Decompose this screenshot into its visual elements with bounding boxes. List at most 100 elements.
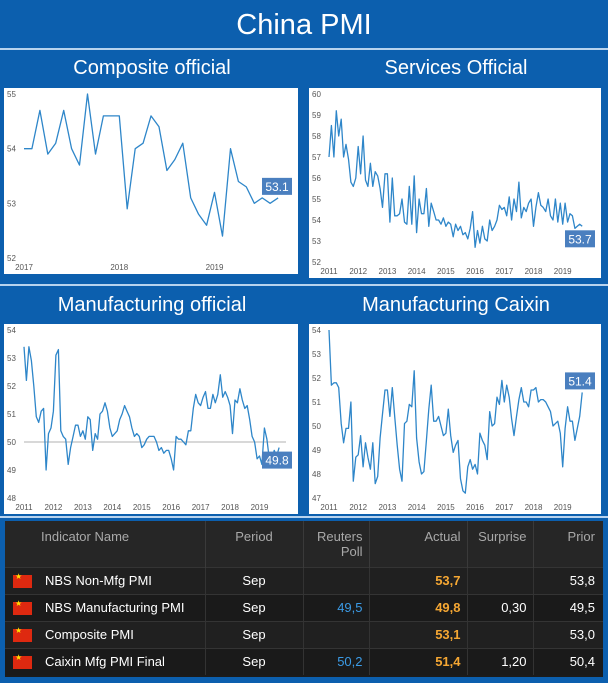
- manufacturing-chart-svg: 48 49 50 51 52 53 54 2011 2012 2013 2014 2015 2016 20…: [7, 326, 292, 512]
- x-tick-label: 2015: [133, 503, 151, 512]
- x-tick-label: 2019: [251, 503, 269, 512]
- x-tick-label: 2019: [554, 267, 572, 276]
- x-tick-label: 2018: [525, 267, 543, 276]
- y-tick-label: 59: [312, 111, 321, 120]
- x-tick-label: 2014: [103, 503, 121, 512]
- header-reuters-poll-line2: Poll: [340, 544, 363, 559]
- row-actual: 49,8: [368, 594, 467, 621]
- series-line: [23, 346, 280, 471]
- y-tick-label: 55: [7, 90, 16, 99]
- row-actual: 53,7: [368, 567, 467, 594]
- table-row[interactable]: Caixin Mfg PMI Final Sep 50,2 51,4 1,20 …: [5, 648, 603, 675]
- pmi-table-grid: Indicator Name Period Reuters Poll Actua…: [5, 521, 603, 675]
- last-value-badge: 53.7: [565, 230, 595, 248]
- y-tick-label: 50: [7, 438, 16, 447]
- row-actual: 51,4: [368, 648, 467, 675]
- row-surprise: 1,20: [466, 648, 533, 675]
- last-value-badge-bg: [262, 451, 292, 469]
- services-chart: 52 53 54 55 56 57 58 59 60 2011 2012 2013 2014 2015 20…: [309, 88, 601, 278]
- header-indicator-name[interactable]: Indicator Name: [41, 529, 130, 544]
- china-flag-icon: [13, 572, 32, 589]
- x-tick-label: 2017: [495, 267, 513, 276]
- y-tick-label: 57: [312, 153, 321, 162]
- services-chart-title: Services Official: [384, 57, 528, 79]
- x-tick-label: 2012: [349, 267, 367, 276]
- y-tick-label: 47: [312, 494, 321, 503]
- y-tick-label: 51: [312, 398, 321, 407]
- last-value-badge-bg: [565, 372, 595, 390]
- row-period: Sep: [204, 567, 303, 594]
- x-tick-label: 2015: [437, 503, 455, 512]
- table-row[interactable]: NBS Manufacturing PMI Sep 49,5 49,8 0,30…: [5, 594, 603, 621]
- y-tick-label: 49: [7, 466, 16, 475]
- last-value-label: 51.4: [568, 374, 592, 388]
- x-tick-label: 2016: [466, 503, 484, 512]
- x-tick-label: 2012: [45, 503, 63, 512]
- x-tick-label: 2016: [162, 503, 180, 512]
- y-tick-label: 52: [312, 374, 321, 383]
- x-tick-label: 2016: [466, 267, 484, 276]
- x-tick-label: 2017: [192, 503, 210, 512]
- pmi-table: Indicator Name Period Reuters Poll Actua…: [5, 521, 603, 677]
- x-tick-label: 2013: [379, 503, 397, 512]
- china-flag-icon: [13, 626, 32, 643]
- header-prior[interactable]: Prior: [532, 521, 603, 567]
- y-tick-label: 58: [312, 132, 321, 141]
- x-tick-label: 2018: [221, 503, 239, 512]
- row-period: Sep: [204, 648, 303, 675]
- lower-divider: [0, 516, 608, 518]
- series-line: [328, 110, 583, 248]
- y-tick-label: 53: [312, 237, 321, 246]
- row-prior: 50,4: [532, 648, 603, 675]
- y-tick-label: 51: [7, 410, 16, 419]
- y-tick-label: 54: [7, 326, 16, 335]
- header-actual[interactable]: Actual: [368, 521, 467, 567]
- manufacturing-chart-title: Manufacturing official: [57, 294, 247, 316]
- x-tick-label: 2017: [495, 503, 513, 512]
- china-flag-icon: [13, 599, 32, 616]
- row-reuters-poll: [302, 621, 369, 648]
- y-tick-label: 52: [312, 258, 321, 267]
- x-tick-label: 2017: [15, 263, 33, 272]
- row-surprise: [466, 567, 533, 594]
- y-tick-label: 53: [7, 354, 16, 363]
- header-surprise[interactable]: Surprise: [466, 521, 533, 567]
- y-tick-label: 52: [7, 382, 16, 391]
- last-value-badge-bg: [262, 177, 292, 195]
- row-prior: 53,0: [532, 621, 603, 648]
- caixin-chart-svg: 47 48 49 50 51 52 53 54 2011 2012 2013 2014 2015 2016…: [312, 326, 595, 512]
- y-tick-label: 56: [312, 174, 321, 183]
- y-tick-label: 53: [312, 350, 321, 359]
- table-row[interactable]: Composite PMI Sep 53,1 53,0: [5, 621, 603, 648]
- series-line: [24, 93, 279, 237]
- row-reuters-poll: 49,5: [302, 594, 369, 621]
- header-period[interactable]: Period: [204, 521, 303, 567]
- table-header-row: Indicator Name Period Reuters Poll Actua…: [5, 521, 603, 567]
- last-value-label: 53.1: [265, 180, 289, 194]
- page-title: China PMI: [236, 9, 372, 41]
- x-tick-label: 2018: [525, 503, 543, 512]
- row-prior: 53,8: [532, 567, 603, 594]
- row-surprise: [466, 621, 533, 648]
- x-tick-label: 2014: [408, 267, 426, 276]
- table-row[interactable]: NBS Non-Mfg PMI Sep 53,7 53,8: [5, 567, 603, 594]
- x-tick-label: 2018: [110, 263, 128, 272]
- last-value-badge: 49.8: [262, 451, 292, 469]
- row-indicator-name: NBS Manufacturing PMI: [45, 600, 185, 615]
- row-indicator-name: Caixin Mfg PMI Final: [45, 654, 165, 670]
- composite-chart: 52 53 54 55 2017 2018 2019 53.1: [4, 88, 298, 274]
- header-reuters-poll[interactable]: Reuters Poll: [302, 521, 369, 567]
- y-tick-label: 50: [312, 422, 321, 431]
- x-tick-label: 2013: [379, 267, 397, 276]
- y-tick-label: 54: [312, 326, 321, 335]
- composite-chart-title: Composite official: [73, 57, 231, 79]
- x-tick-label: 2014: [408, 503, 426, 512]
- row-indicator-name: NBS Non-Mfg PMI: [45, 573, 152, 588]
- row-period: Sep: [204, 621, 303, 648]
- caixin-chart-title: Manufacturing Caixin: [362, 294, 550, 316]
- y-tick-label: 53: [7, 199, 16, 208]
- x-tick-label: 2013: [74, 503, 92, 512]
- y-tick-label: 49: [312, 446, 321, 455]
- last-value-badge-bg: [565, 230, 595, 248]
- x-tick-label: 2011: [320, 503, 338, 512]
